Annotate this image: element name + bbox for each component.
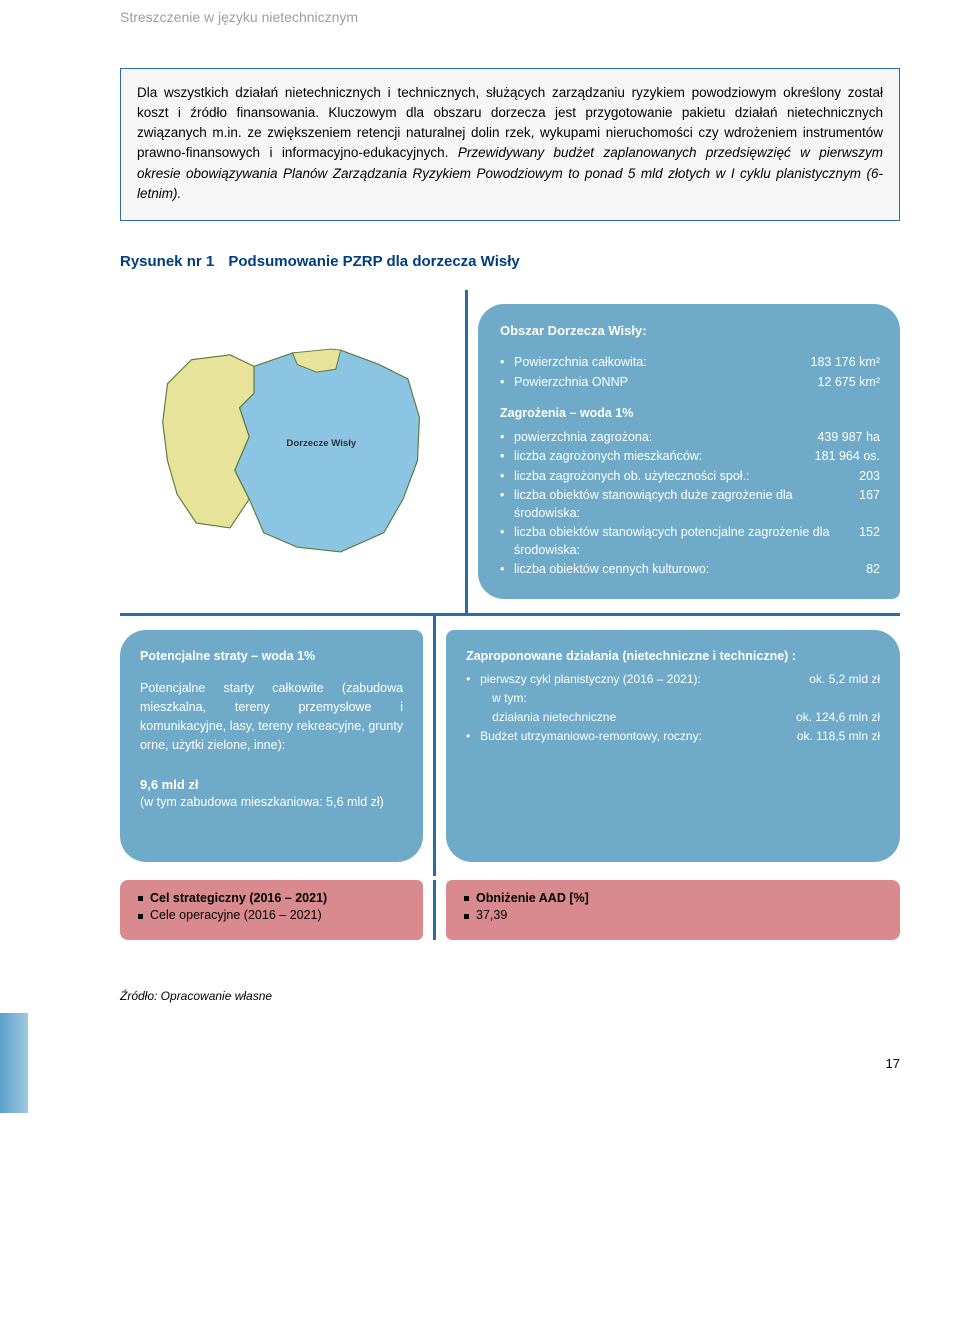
item-label: liczba zagrożonych ob. użyteczności społ… [514, 468, 853, 486]
losses-body: Potencjalne starty całkowite (zabudowa m… [140, 679, 403, 754]
item-value: 203 [853, 468, 880, 486]
page-number: 17 [120, 1055, 900, 1073]
list-item: •powierzchnia zagrożona:439 987 ha [500, 429, 880, 447]
item-label: powierzchnia zagrożona: [514, 429, 811, 447]
item-label: Powierzchnia ONNP [514, 374, 811, 392]
losses-title: Potencjalne straty – woda 1% [140, 648, 403, 666]
list-item: •Powierzchnia ONNP12 675 km² [500, 374, 880, 392]
item-value: 439 987 ha [811, 429, 880, 447]
list-item: •Budżet utrzymaniowo-remontowy, roczny:o… [466, 728, 880, 745]
bullet-icon: • [466, 671, 480, 688]
item-label: liczba obiektów cennych kulturowo: [514, 561, 860, 579]
list-item: •liczba obiektów stanowiących duże zagro… [500, 487, 880, 522]
goals-line2: Cele operacyjne (2016 – 2021) [150, 907, 322, 925]
page-header: Streszczenie w języku nietechnicznym [120, 0, 900, 68]
area-rows: •Powierzchnia całkowita:183 176 km²•Powi… [500, 354, 880, 391]
intro-box: Dla wszystkich działań nietechnicznych i… [120, 68, 900, 222]
left-accent-stripe [0, 1013, 28, 1113]
figure-caption: Rysunek nr 1 Podsumowanie PZRP dla dorze… [120, 251, 900, 272]
bullet-icon: • [500, 561, 514, 579]
bullet-icon: • [500, 448, 514, 466]
item-value: 183 176 km² [805, 354, 880, 372]
item-label: w tym: [480, 690, 874, 707]
item-label: Powierzchnia całkowita: [514, 354, 805, 372]
item-label: działania nietechniczne [480, 709, 790, 726]
bullet-icon: • [500, 487, 514, 505]
aad-line2: 37,39 [476, 907, 507, 925]
vline-3 [433, 880, 436, 940]
actions-title: Zaproponowane działania (nietechniczne i… [466, 648, 880, 666]
poland-map-svg: Dorzecze Wisły [130, 326, 455, 576]
item-value: ok. 118,5 mln zł [791, 728, 880, 745]
item-value [874, 690, 880, 707]
list-item: •liczba zagrożonych ob. użyteczności spo… [500, 468, 880, 486]
intro-paragraph: Dla wszystkich działań nietechnicznych i… [137, 83, 883, 205]
item-label: pierwszy cykl planistyczny (2016 – 2021)… [480, 671, 803, 688]
goals-box: Cel strategiczny (2016 – 2021) Cele oper… [120, 880, 423, 940]
item-value: 181 964 os. [809, 448, 880, 466]
vline-1 [465, 290, 468, 613]
map-wisla-basin [235, 350, 420, 552]
bullet-icon [464, 896, 469, 901]
item-value: 82 [860, 561, 880, 579]
figure-title-text: Podsumowanie PZRP dla dorzecza Wisły [228, 253, 519, 270]
item-label: liczba obiektów stanowiących potencjalne… [514, 524, 853, 559]
infographic: Dorzecze Wisły Obszar Dorzecza Wisły: •P… [120, 290, 900, 940]
item-value: ok. 124,6 mln zł [790, 709, 880, 726]
actions-rows: •pierwszy cykl planistyczny (2016 – 2021… [466, 671, 880, 744]
bullet-icon [138, 896, 143, 901]
item-label: liczba obiektów stanowiących duże zagroż… [514, 487, 853, 522]
bullet-icon: • [500, 374, 514, 392]
row-map-area: Dorzecze Wisły Obszar Dorzecza Wisły: •P… [120, 290, 900, 613]
list-item: •liczba obiektów cennych kulturowo:82 [500, 561, 880, 579]
aad-box: Obniżenie AAD [%] 37,39 [446, 880, 900, 940]
list-item: •pierwszy cykl planistyczny (2016 – 2021… [466, 671, 880, 688]
item-value: 167 [853, 487, 880, 522]
bullet-icon: • [500, 429, 514, 447]
item-value: ok. 5,2 mld zł [803, 671, 880, 688]
item-label: Budżet utrzymaniowo-remontowy, roczny: [480, 728, 791, 745]
figure-number: Rysunek nr 1 [120, 253, 214, 270]
source-line: Źródło: Opracowanie własne [120, 988, 900, 1005]
list-item: •liczba obiektów stanowiących potencjaln… [500, 524, 880, 559]
losses-sub: (w tym zabudowa mieszkaniowa: 5,6 mld zł… [140, 794, 403, 812]
bullet-icon: • [500, 354, 514, 372]
map-label: Dorzecze Wisły [286, 439, 357, 450]
bullet-icon: • [500, 468, 514, 486]
item-value: 12 675 km² [811, 374, 880, 392]
area-title: Obszar Dorzecza Wisły: [500, 322, 880, 340]
area-threats-box: Obszar Dorzecza Wisły: •Powierzchnia cał… [478, 304, 900, 599]
bullet-icon: • [466, 728, 480, 745]
goals-line1: Cel strategiczny (2016 – 2021) [150, 890, 327, 908]
bullet-icon [138, 914, 143, 919]
aad-line1: Obniżenie AAD [%] [476, 890, 589, 908]
losses-box: Potencjalne straty – woda 1% Potencjalne… [120, 630, 423, 862]
vline-2 [433, 616, 436, 876]
map-cell: Dorzecze Wisły [120, 290, 465, 613]
actions-box: Zaproponowane działania (nietechniczne i… [446, 630, 900, 862]
threats-title: Zagrożenia – woda 1% [500, 405, 880, 423]
item-label: liczba zagrożonych mieszkańców: [514, 448, 809, 466]
row-goals-aad: Cel strategiczny (2016 – 2021) Cele oper… [120, 880, 900, 940]
losses-big: 9,6 mld zł [140, 776, 403, 794]
row-losses-actions: Potencjalne straty – woda 1% Potencjalne… [120, 616, 900, 876]
map-other-basins [163, 355, 254, 528]
list-item: •liczba zagrożonych mieszkańców:181 964 … [500, 448, 880, 466]
bullet-icon [464, 914, 469, 919]
list-item: działania nietechniczneok. 124,6 mln zł [466, 709, 880, 726]
threats-rows: •powierzchnia zagrożona:439 987 ha•liczb… [500, 429, 880, 579]
item-value: 152 [853, 524, 880, 559]
list-item: •Powierzchnia całkowita:183 176 km² [500, 354, 880, 372]
list-item: w tym: [466, 690, 880, 707]
bullet-icon: • [500, 524, 514, 542]
